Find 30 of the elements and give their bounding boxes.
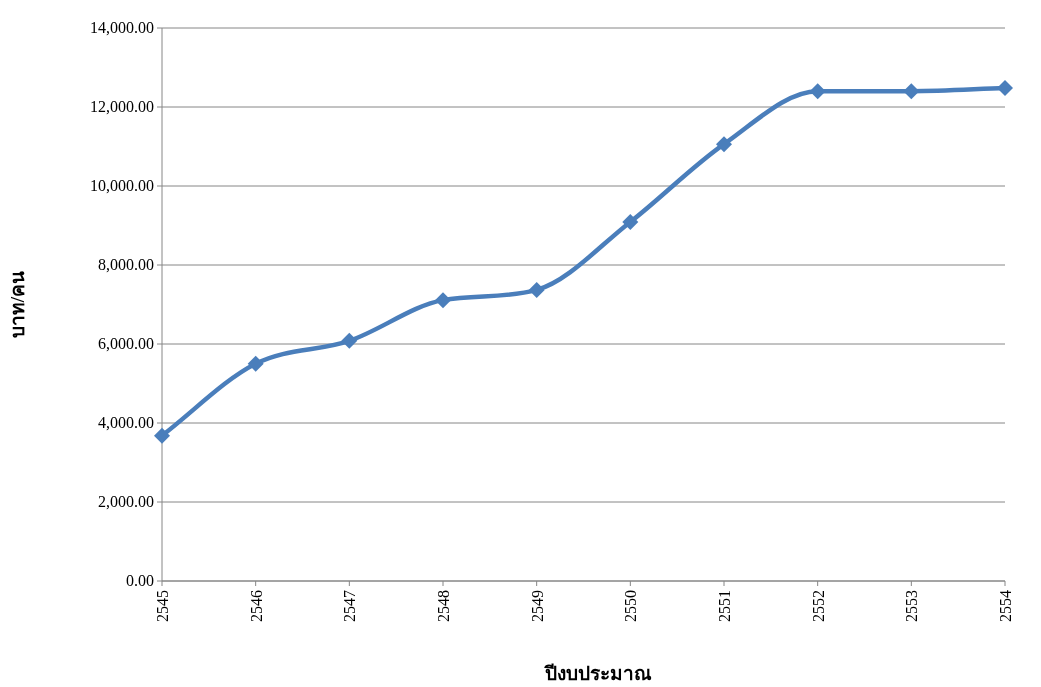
x-tick-label: 2550 (622, 590, 640, 622)
x-tick-label: 2548 (435, 590, 452, 622)
point (997, 80, 1013, 97)
y-tick-label: 6,000.00 (98, 335, 154, 352)
x-tick-label: 2551 (716, 590, 733, 622)
x-tick-label: 2549 (528, 590, 546, 622)
x-tick-label: 2547 (341, 590, 359, 622)
point (154, 427, 170, 444)
point (435, 292, 451, 309)
x-axis-title: ปีงบประมาณ (544, 663, 652, 684)
y-tick-label: 12,000.00 (90, 98, 154, 115)
y-tick-label: 2,000.00 (98, 493, 154, 510)
point (809, 83, 826, 100)
y-axis-title: บาท/คน (7, 270, 28, 339)
point (247, 355, 264, 372)
x-tick-label: 2553 (903, 590, 921, 622)
x-tick-label: 2554 (997, 590, 1014, 622)
x-tick-label: 2545 (154, 590, 171, 622)
y-tick-label: 4,000.00 (98, 414, 154, 431)
y-tick-label: 10,000.00 (90, 177, 154, 194)
x-tick-label: 2546 (247, 590, 265, 622)
y-tick-label: 0.00 (126, 572, 154, 589)
point (341, 332, 358, 349)
y-tick-label: 8,000.00 (98, 256, 154, 273)
point (716, 136, 732, 153)
point (528, 281, 545, 298)
point (903, 83, 920, 100)
y-tick-label: 14,000.00 (90, 19, 154, 36)
x-tick-label: 2552 (809, 590, 827, 622)
point (622, 213, 639, 230)
